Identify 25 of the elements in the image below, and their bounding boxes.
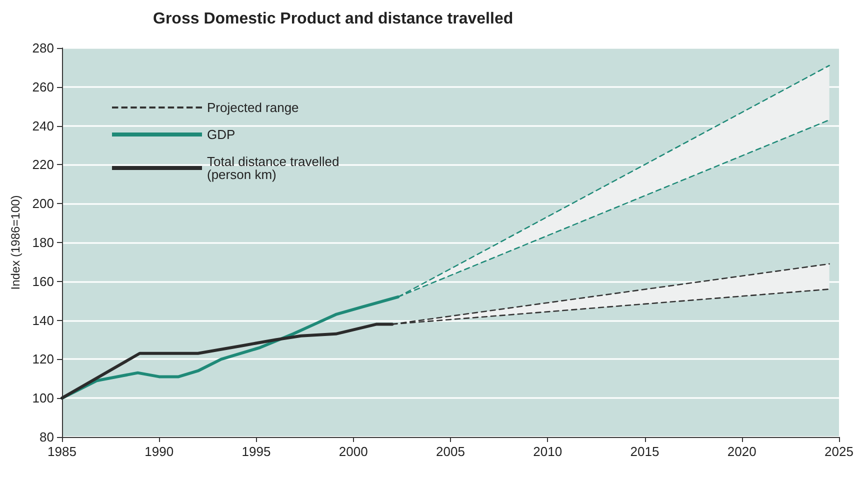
legend-label: Total distance travelled (person km): [207, 154, 340, 182]
x-tick-label: 1985: [48, 444, 76, 459]
y-tick-label: 120: [32, 352, 54, 367]
y-tick-label: 280: [32, 40, 54, 56]
y-tick-label: 240: [32, 118, 54, 134]
legend-label: GDP: [207, 127, 236, 142]
y-tick-label: 260: [32, 79, 54, 94]
y-tick-label: 200: [32, 196, 54, 212]
x-tick-label: 1990: [144, 444, 174, 459]
x-tick-label: 2005: [436, 444, 465, 459]
y-tick-label: 80: [40, 430, 54, 444]
x-tick-label: 2015: [630, 444, 660, 459]
y-tick-label: 140: [32, 312, 54, 328]
x-tick-label: 2020: [727, 444, 756, 459]
x-tick-label: 1995: [242, 444, 271, 459]
y-tick-label: 180: [32, 235, 54, 250]
legend-label: Projected range: [207, 100, 299, 115]
x-tick-label: 2000: [338, 444, 368, 459]
chart-title: Gross Domestic Product and distance travelled: [153, 10, 514, 28]
y-tick-label: 160: [32, 274, 54, 289]
x-tick-label: 2025: [824, 444, 854, 459]
x-tick-label: 2010: [533, 444, 562, 459]
y-tick-label: 220: [32, 157, 54, 172]
y-tick-label: 100: [32, 390, 54, 406]
y-axis-title: Index (1986=100): [8, 195, 22, 290]
